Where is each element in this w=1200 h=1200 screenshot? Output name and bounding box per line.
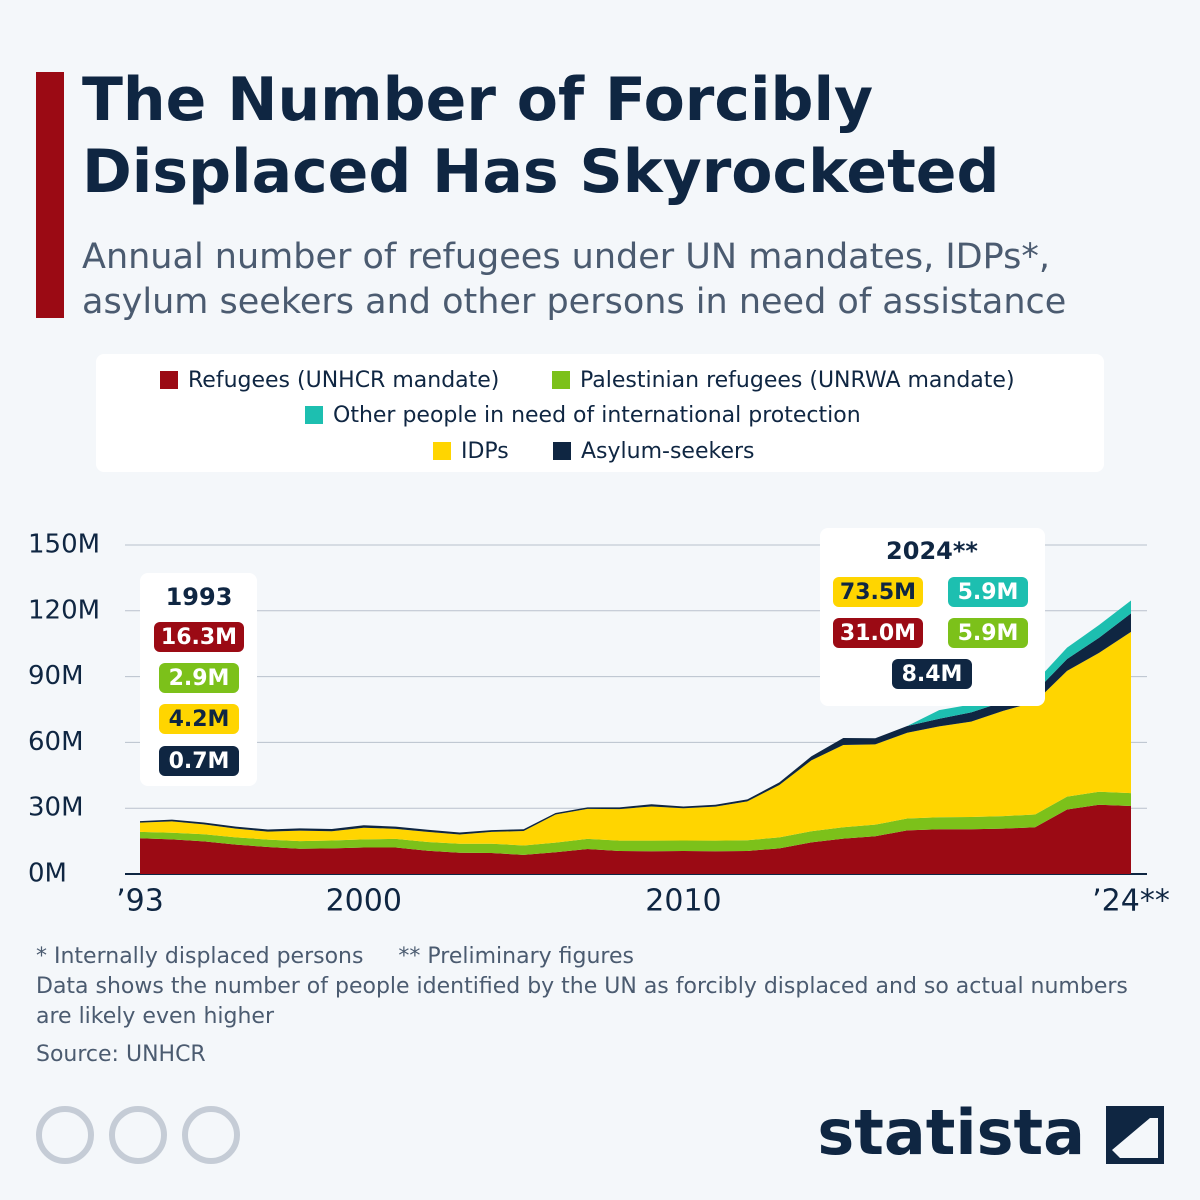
value-label: 73.5M xyxy=(840,580,916,605)
legend-label: Palestinian refugees (UNRWA mandate) xyxy=(580,368,1015,393)
value-label: 16.3M xyxy=(161,625,237,650)
value-label-pill xyxy=(154,622,244,652)
legend-swatch xyxy=(553,442,571,460)
chart-title: The Number of Forcibly Displaced Has Skyr… xyxy=(82,65,999,207)
value-label-pill xyxy=(833,577,923,607)
subtitle: Annual number of refugees under UN manda… xyxy=(82,237,1050,277)
y-tick-label: 30M xyxy=(28,793,84,823)
value-label-pill xyxy=(948,577,1028,607)
area xyxy=(140,631,1131,846)
source: Source: UNHCR xyxy=(36,1042,206,1067)
legend-box xyxy=(96,354,1104,472)
value-label-pill xyxy=(159,746,239,776)
annotation-title: 2024** xyxy=(886,537,978,565)
footnote: * Internally displaced persons ** Prelim… xyxy=(36,944,634,969)
y-tick-label: 60M xyxy=(28,727,84,757)
x-tick-label: ’24** xyxy=(1092,884,1170,919)
legend-swatch xyxy=(160,371,178,389)
y-tick-label: 0M xyxy=(28,859,67,889)
value-label: 5.9M xyxy=(958,580,1019,605)
area xyxy=(140,600,1131,833)
x-tick-label: 2000 xyxy=(326,884,402,919)
legend-label: Asylum-seekers xyxy=(581,439,755,464)
title-line: Displaced Has Skyrocketed xyxy=(82,137,999,207)
footnote: Data shows the number of people identifi… xyxy=(36,974,1128,999)
subtitle: asylum seekers and other persons in need… xyxy=(82,282,1066,322)
title-bar xyxy=(36,72,64,318)
y-tick-label: 90M xyxy=(28,661,84,691)
legend-label: Other people in need of international pr… xyxy=(333,403,861,428)
x-tick-label: 2010 xyxy=(645,884,721,919)
value-label-pill xyxy=(892,659,972,689)
legend-swatch xyxy=(552,371,570,389)
value-label: 5.9M xyxy=(958,621,1019,646)
annotation-title: 1993 xyxy=(166,583,233,611)
brand: statista xyxy=(817,1096,1085,1169)
legend-label: Refugees (UNHCR mandate) xyxy=(188,368,499,393)
value-label: 31.0M xyxy=(840,621,916,646)
y-tick-label: 150M xyxy=(28,530,100,560)
value-label-pill xyxy=(948,618,1028,648)
area xyxy=(140,804,1131,874)
value-label-pill xyxy=(159,663,239,693)
title-line: The Number of Forcibly xyxy=(82,65,873,135)
footnote: are likely even higher xyxy=(36,1004,275,1029)
legend-label: IDPs xyxy=(461,439,509,464)
license-icons xyxy=(36,1106,240,1164)
value-label: 4.2M xyxy=(169,707,230,732)
value-label: 0.7M xyxy=(169,749,230,774)
annotation-box xyxy=(820,528,1045,706)
x-tick-label: ’93 xyxy=(116,884,164,919)
brand-logo xyxy=(1106,1106,1164,1164)
value-label-pill xyxy=(159,704,239,734)
value-label: 8.4M xyxy=(902,662,963,687)
value-label: 2.9M xyxy=(169,666,230,691)
legend-swatch xyxy=(433,442,451,460)
area xyxy=(140,791,1131,855)
y-tick-label: 120M xyxy=(28,595,100,625)
value-label-pill xyxy=(833,618,923,648)
area xyxy=(140,613,1131,835)
legend-swatch xyxy=(305,406,323,424)
